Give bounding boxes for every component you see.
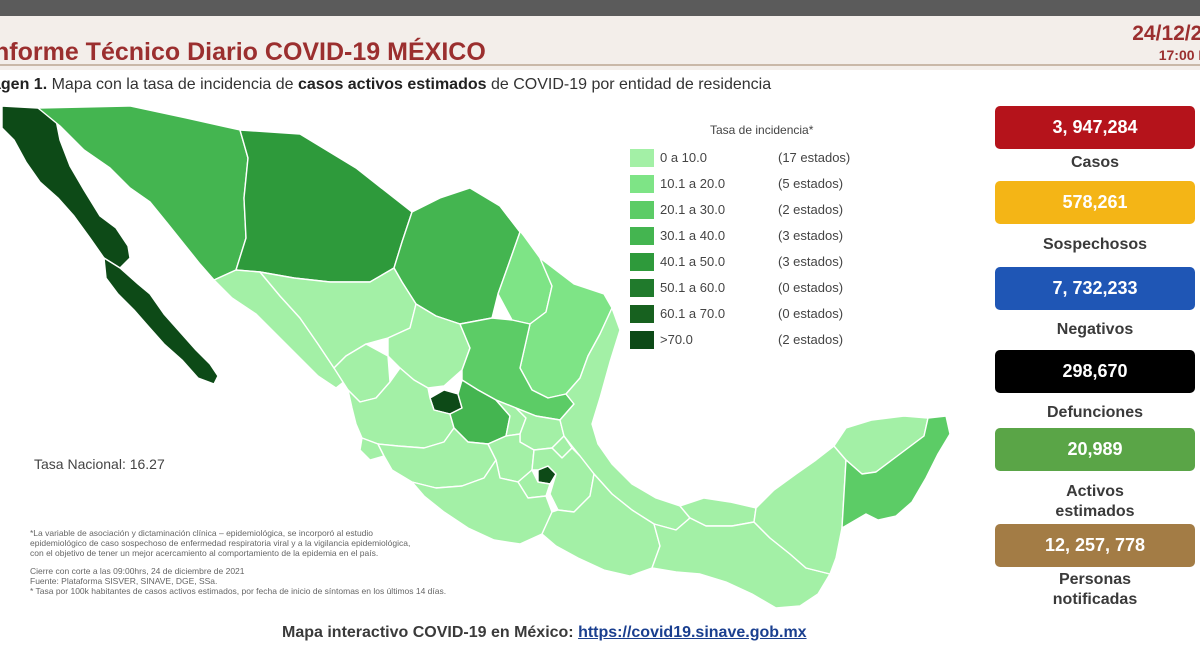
legend-range: 20.1 a 30.0 xyxy=(660,202,726,217)
state-colima[interactable] xyxy=(359,437,385,461)
legend-count: (0 estados) xyxy=(778,280,844,295)
legend-range: >70.0 xyxy=(660,332,693,347)
footnote-line: Cierre con corte a las 09:00hrs, 24 de d… xyxy=(30,566,245,576)
stat-notificadas-label: Personas notificadas xyxy=(1052,571,1138,608)
state-chiapas[interactable] xyxy=(651,517,831,609)
footnote-line: Fuente: Plataforma SISVER, SINAVE, DGE, … xyxy=(30,576,218,586)
legend-range: 0 a 10.0 xyxy=(660,150,707,165)
legend-range: 60.1 a 70.0 xyxy=(660,306,726,321)
header-divider xyxy=(0,64,1200,66)
figure-caption-text-2: de COVID-19 por entidad de residencia xyxy=(486,76,772,93)
stat-negativos-box: 7, 732,233 xyxy=(995,267,1195,310)
figure-caption-prefix: agen 1. xyxy=(0,76,48,93)
state-quintana-roo[interactable] xyxy=(841,415,951,529)
footer-label: Mapa interactivo COVID-19 en México: xyxy=(282,624,579,641)
legend-swatch xyxy=(630,253,654,271)
footer: Mapa interactivo COVID-19 en México: htt… xyxy=(282,624,807,642)
state-baja-california[interactable] xyxy=(1,105,131,269)
legend-swatch xyxy=(630,305,654,323)
stat-casos-label: Casos xyxy=(1070,154,1120,171)
legend-swatch xyxy=(630,331,654,349)
window-top-bar xyxy=(0,0,1200,16)
figure-caption-text-1: Mapa con la tasa de incidencia de xyxy=(47,76,298,93)
footnotes: *La variable de asociación y dictaminaci… xyxy=(30,528,550,596)
legend-count: (5 estados) xyxy=(778,176,844,191)
legend-swatch xyxy=(630,279,654,297)
legend-range: 30.1 a 40.0 xyxy=(660,228,726,243)
footnote-line: * Tasa por 100k habitantes de casos acti… xyxy=(30,586,447,596)
figure-caption: agen 1. Mapa con la tasa de incidencia d… xyxy=(0,76,771,94)
report-header: nforme Técnico Diario COVID-19 MÉXICO 24… xyxy=(0,16,1200,70)
stat-notificadas-box: 12, 257, 778 xyxy=(995,524,1195,567)
report-title: nforme Técnico Diario COVID-19 MÉXICO xyxy=(0,38,486,66)
stat-sospechosos-label: Sospechosos xyxy=(1042,236,1148,253)
legend-range: 40.1 a 50.0 xyxy=(660,254,726,269)
legend-count: (2 estados) xyxy=(778,202,844,217)
state-sonora[interactable] xyxy=(37,105,249,281)
legend-swatch xyxy=(630,175,654,193)
stat-sospechosos-box: 578,261 xyxy=(995,181,1195,224)
stat-activos-label: Activos estimados xyxy=(1055,483,1135,520)
footnote-line: epidemiológico de caso sospechoso de enf… xyxy=(30,538,411,548)
report-date: 24/12/20 xyxy=(1132,22,1200,45)
figure-caption-bold: casos activos estimados xyxy=(297,76,487,93)
stat-casos-box: 3, 947,284 xyxy=(995,106,1195,149)
legend-range: 10.1 a 20.0 xyxy=(660,176,726,191)
stat-negativos-label: Negativos xyxy=(1056,321,1134,338)
interactive-map-link[interactable]: https://covid19.sinave.gob.mx xyxy=(578,624,807,641)
footnote-line: *La variable de asociación y dictaminaci… xyxy=(30,528,374,538)
national-rate: Tasa Nacional: 16.27 xyxy=(34,456,165,472)
legend-swatch xyxy=(630,149,654,167)
legend-range: 50.1 a 60.0 xyxy=(660,280,726,295)
stat-defunciones-label: Defunciones xyxy=(1046,404,1143,421)
legend-swatch xyxy=(630,201,654,219)
state-guerrero[interactable] xyxy=(411,459,553,545)
stat-defunciones-box: 298,670 xyxy=(995,350,1195,393)
legend-title: Tasa de incidencia* xyxy=(710,123,814,137)
report-time: 17:00 Hr xyxy=(1158,47,1200,63)
state-chihuahua[interactable] xyxy=(235,129,413,283)
state-baja-california-sur[interactable] xyxy=(103,257,219,385)
footnote-line: con el objetivo de tener un mejor acerca… xyxy=(30,548,379,558)
legend-count: (2 estados) xyxy=(778,332,844,347)
stat-activos-box: 20,989 xyxy=(995,428,1195,471)
legend-count: (3 estados) xyxy=(778,254,844,269)
legend-count: (3 estados) xyxy=(778,228,844,243)
legend-count: (17 estados) xyxy=(778,150,851,165)
mexico-choropleth-map xyxy=(1,105,951,609)
legend-count: (0 estados) xyxy=(778,306,844,321)
legend-swatch xyxy=(630,227,654,245)
